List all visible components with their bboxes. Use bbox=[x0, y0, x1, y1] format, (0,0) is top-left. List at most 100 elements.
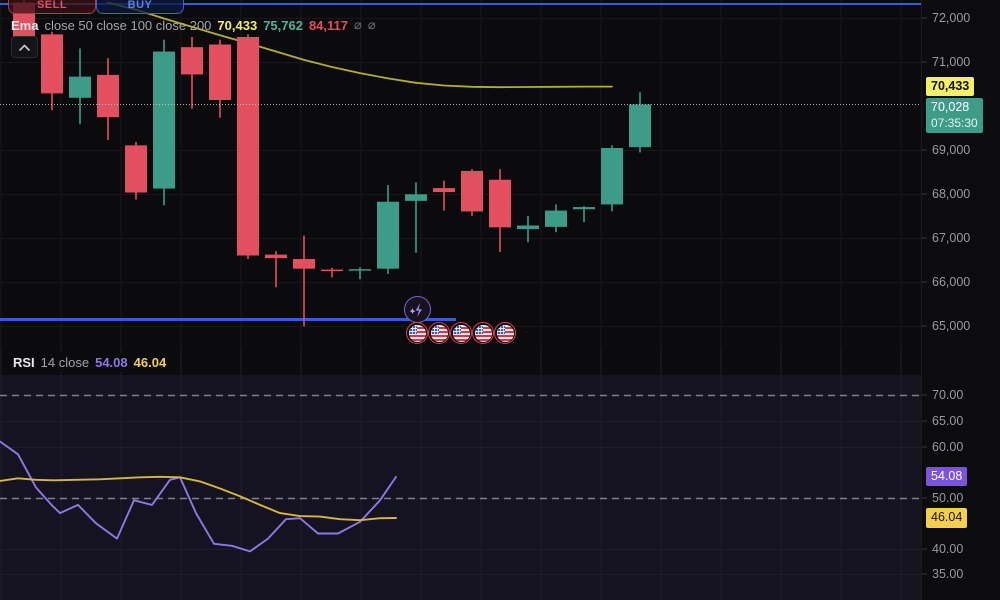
candle-body bbox=[517, 225, 539, 230]
candlestick[interactable] bbox=[489, 169, 511, 252]
ema-legend-value-100: 75,762 bbox=[263, 17, 303, 33]
ema-legend-params: close 50 close 100 close 200 bbox=[44, 17, 212, 33]
candlestick[interactable] bbox=[433, 180, 455, 211]
candle-body bbox=[237, 37, 259, 256]
sell-button[interactable]: SELL bbox=[8, 0, 96, 14]
candle-body bbox=[545, 210, 567, 227]
price-axis-tick bbox=[922, 237, 927, 239]
candle-body bbox=[489, 179, 511, 228]
rsi-series-line bbox=[0, 475, 397, 522]
candlestick[interactable] bbox=[405, 182, 427, 253]
candlestick[interactable] bbox=[573, 206, 595, 223]
candle-body bbox=[125, 145, 147, 193]
rsi-value-tag[interactable]: 54.08 bbox=[926, 466, 968, 487]
price-axis-label: 66,000 bbox=[932, 274, 971, 289]
collapse-panel-button[interactable] bbox=[11, 36, 38, 58]
ai-assistant-badge[interactable] bbox=[404, 296, 431, 323]
candlestick[interactable] bbox=[125, 141, 147, 200]
flag-graphic bbox=[452, 324, 470, 342]
ai-sparkle-lightning-icon bbox=[409, 302, 422, 317]
candlestick[interactable] bbox=[321, 267, 343, 278]
us-flag-event-icon[interactable] bbox=[428, 322, 450, 344]
candlestick[interactable] bbox=[377, 185, 399, 274]
candlestick[interactable] bbox=[461, 169, 483, 216]
price-chart-canvas bbox=[0, 0, 921, 348]
rsi-axis[interactable]: 70.00 65.00 60.00 50.00 40.00 35.00 54.08 46.04 bbox=[921, 348, 1000, 600]
rsi-indicator-legend[interactable]: RSI 14 close 54.08 46.04 bbox=[11, 353, 171, 372]
rsi-pane-background bbox=[0, 375, 921, 600]
rsi-axis-label: 40.00 bbox=[932, 541, 964, 556]
flag-canton bbox=[452, 324, 462, 334]
price-axis-label: 72,000 bbox=[932, 10, 971, 25]
candle-body bbox=[321, 269, 343, 272]
ema-legend-value-200: 84,117 bbox=[308, 17, 348, 33]
price-indicator-legend[interactable]: Ema close 50 close 100 close 200 70,433 … bbox=[11, 17, 376, 33]
price-axis-label: 69,000 bbox=[932, 142, 971, 157]
candle-body bbox=[405, 194, 427, 201]
candlestick[interactable] bbox=[41, 31, 63, 111]
hidden-eye-icon[interactable]: ⌀ bbox=[367, 17, 376, 32]
candlestick[interactable] bbox=[237, 34, 259, 260]
price-axis[interactable]: 72,000 71,000 69,000 68,000 67,000 66,000 65,0… bbox=[921, 0, 1000, 348]
buy-button[interactable]: BUY bbox=[96, 0, 184, 14]
candlestick[interactable] bbox=[629, 92, 651, 153]
flag-canton bbox=[496, 324, 506, 334]
ema-price-tag[interactable]: 70,433 bbox=[926, 76, 975, 97]
candlestick[interactable] bbox=[517, 215, 539, 243]
rsi-legend-value: 54.08 bbox=[95, 355, 128, 370]
rsi-axis-label: 65.00 bbox=[932, 414, 964, 429]
rsi-axis-tick bbox=[922, 573, 927, 575]
candle-body bbox=[349, 269, 371, 271]
rsi-series-line bbox=[0, 440, 397, 553]
buy-button-label: BUY bbox=[127, 0, 153, 11]
candle-body bbox=[181, 47, 203, 75]
candle-body bbox=[209, 44, 231, 100]
rsi-axis-label: 60.00 bbox=[932, 439, 964, 454]
price-axis-tick bbox=[922, 281, 927, 283]
candlestick[interactable] bbox=[209, 39, 231, 118]
price-axis-label: 71,000 bbox=[932, 54, 971, 69]
sell-button-label: SELL bbox=[36, 0, 68, 11]
price-axis-tick bbox=[922, 17, 927, 19]
flag-graphic bbox=[430, 324, 448, 342]
price-axis-label: 67,000 bbox=[932, 230, 971, 245]
rsi-axis-label: 50.00 bbox=[932, 490, 964, 505]
hidden-eye-icon[interactable]: ⌀ bbox=[354, 17, 362, 32]
last-price-tag[interactable]: 70,028 07:35:30 bbox=[926, 98, 983, 134]
candle-body bbox=[573, 207, 595, 210]
candlestick[interactable] bbox=[153, 39, 175, 206]
candlestick[interactable] bbox=[601, 145, 623, 212]
rsi-chart-pane[interactable] bbox=[0, 348, 921, 600]
candlestick[interactable] bbox=[349, 267, 371, 280]
price-chart-pane[interactable] bbox=[0, 0, 921, 348]
flag-graphic bbox=[408, 324, 426, 342]
rsi-legend-name: RSI bbox=[13, 355, 35, 370]
rsi-ma-value-tag[interactable]: 46.04 bbox=[926, 507, 968, 528]
candlestick[interactable] bbox=[265, 251, 287, 288]
candlestick[interactable] bbox=[69, 48, 91, 125]
rsi-axis-label: 70.00 bbox=[932, 388, 964, 403]
candle-body bbox=[153, 51, 175, 189]
price-axis-tick bbox=[922, 325, 927, 327]
candle-body bbox=[433, 188, 455, 193]
candle-body bbox=[41, 34, 63, 94]
flag-canton bbox=[408, 324, 418, 334]
candlestick[interactable] bbox=[545, 204, 567, 233]
rsi-axis-tick bbox=[922, 548, 927, 550]
candlestick[interactable] bbox=[293, 235, 315, 327]
ema-legend-name: Ema bbox=[11, 17, 39, 33]
price-axis-tick bbox=[922, 193, 927, 195]
candlestick[interactable] bbox=[181, 37, 203, 109]
us-flag-event-icon[interactable] bbox=[472, 322, 494, 344]
us-flag-event-icon[interactable] bbox=[450, 322, 472, 344]
us-flag-event-icon[interactable] bbox=[406, 322, 428, 344]
last-price-countdown: 07:35:30 bbox=[931, 116, 978, 131]
candle-body bbox=[293, 259, 315, 269]
candlestick[interactable] bbox=[97, 58, 119, 141]
candle-body bbox=[461, 170, 483, 212]
us-flag-event-icon[interactable] bbox=[494, 322, 516, 344]
chevron-up-icon bbox=[19, 44, 30, 51]
rsi-ma-legend-value: 46.04 bbox=[133, 355, 167, 370]
candle-body bbox=[629, 104, 651, 148]
